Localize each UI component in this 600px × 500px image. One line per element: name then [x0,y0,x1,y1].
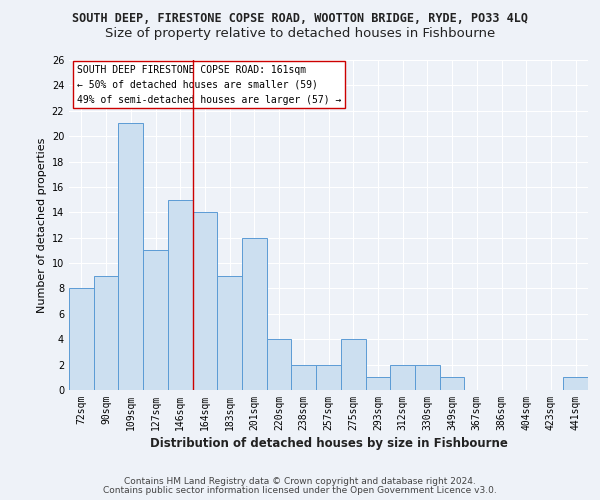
Text: SOUTH DEEP, FIRESTONE COPSE ROAD, WOOTTON BRIDGE, RYDE, PO33 4LQ: SOUTH DEEP, FIRESTONE COPSE ROAD, WOOTTO… [72,12,528,24]
Bar [143,250,168,390]
Bar [168,200,193,390]
Bar [390,364,415,390]
Bar [292,364,316,390]
Text: Size of property relative to detached houses in Fishbourne: Size of property relative to detached ho… [105,28,495,40]
Bar [415,364,440,390]
Bar [118,124,143,390]
Bar [193,212,217,390]
Text: SOUTH DEEP FIRESTONE COPSE ROAD: 161sqm
← 50% of detached houses are smaller (59: SOUTH DEEP FIRESTONE COPSE ROAD: 161sqm … [77,65,341,104]
Text: Distribution of detached houses by size in Fishbourne: Distribution of detached houses by size … [150,438,508,450]
Bar [94,276,118,390]
Bar [365,378,390,390]
Bar [242,238,267,390]
Bar [217,276,242,390]
Bar [267,339,292,390]
Bar [440,378,464,390]
Bar [563,378,588,390]
Text: Contains HM Land Registry data © Crown copyright and database right 2024.: Contains HM Land Registry data © Crown c… [124,478,476,486]
Y-axis label: Number of detached properties: Number of detached properties [37,138,47,312]
Bar [316,364,341,390]
Bar [69,288,94,390]
Text: Contains public sector information licensed under the Open Government Licence v3: Contains public sector information licen… [103,486,497,495]
Bar [341,339,365,390]
